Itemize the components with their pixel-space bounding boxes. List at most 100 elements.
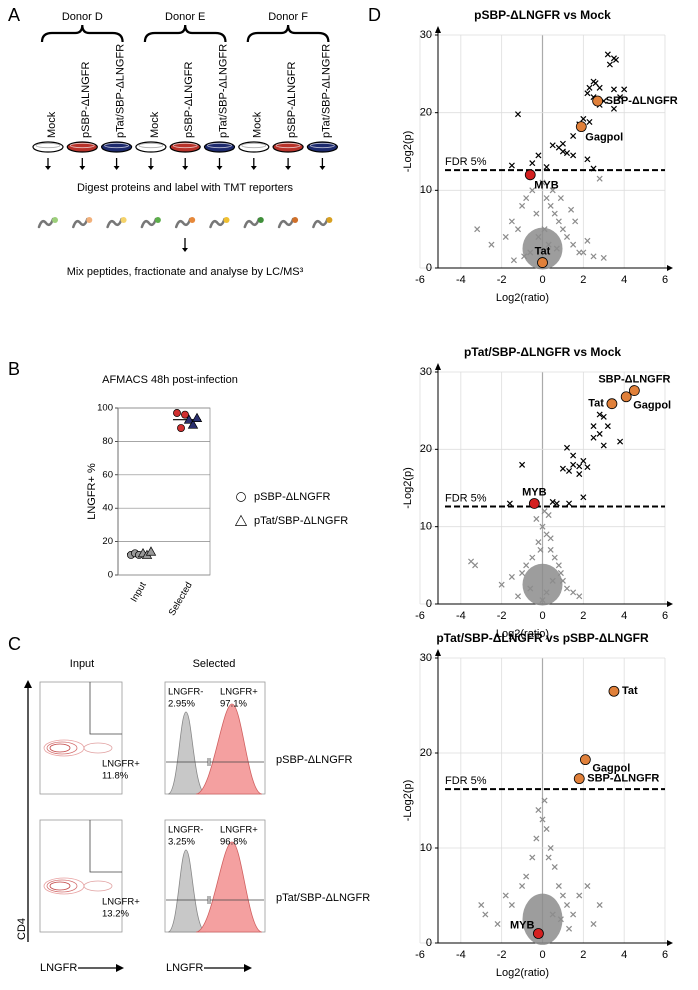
- data-point: [553, 245, 560, 252]
- dish-rim: [104, 142, 129, 149]
- x-tick-label: 0: [539, 949, 545, 961]
- axis-label: LNGFR: [166, 962, 203, 974]
- data-point: [606, 61, 613, 68]
- dish-rim: [309, 142, 335, 149]
- gate-value: 3.25%: [168, 837, 195, 848]
- dish-rim: [241, 142, 267, 149]
- x-tick-label: 0: [539, 610, 545, 622]
- arrow-head: [24, 680, 32, 688]
- y-tick-label: 80: [102, 436, 113, 447]
- data-point: [549, 142, 556, 149]
- x-tick-label: -6: [415, 610, 425, 622]
- plot-frame: [39, 681, 123, 795]
- highlight-point: [628, 385, 640, 396]
- axis-title: Log2(ratio): [496, 628, 549, 640]
- data-point: [508, 218, 515, 225]
- dish-rim: [207, 142, 232, 149]
- dish: [272, 141, 304, 153]
- data-point: [580, 115, 587, 122]
- y-tick-label: 20: [420, 107, 432, 119]
- data-point: [541, 226, 548, 233]
- point-label: MYB: [534, 180, 559, 192]
- x-tick-label: 2: [580, 274, 586, 286]
- data-point: [187, 419, 199, 429]
- data-point: [234, 514, 248, 526]
- data-point: [541, 797, 548, 804]
- data-point: [539, 179, 546, 186]
- highlight-point: [620, 391, 632, 403]
- data-point: [474, 226, 481, 233]
- density-cloud: [522, 893, 563, 945]
- arrow-head: [216, 166, 223, 170]
- chart-title: pSBP-ΔLNGFR vs Mock: [474, 8, 611, 22]
- data-point: [527, 920, 534, 928]
- arrow-head: [79, 166, 86, 170]
- gate-value: 97.1%: [220, 699, 247, 710]
- y-tick-label: 40: [102, 503, 113, 514]
- data-point: [549, 498, 556, 505]
- data-point: [551, 210, 558, 217]
- y-tick-label: 30: [420, 29, 432, 41]
- dish-rim: [275, 142, 301, 149]
- lane-label: Mock: [149, 111, 161, 138]
- data-point: [600, 254, 607, 261]
- data-point: [580, 457, 587, 464]
- label-bg: [443, 156, 487, 168]
- point-label: SBP-ΔLNGFR: [587, 773, 659, 785]
- point-label: MYB: [522, 486, 547, 498]
- y-tick-label: 0: [426, 262, 432, 274]
- peptide-tag: [292, 217, 299, 223]
- data-point: [508, 901, 515, 909]
- step-text: Mix peptides, fractionate and analyse by…: [67, 266, 304, 278]
- threshold-label: FDR 5%: [445, 156, 487, 168]
- data-point: [549, 187, 556, 194]
- x-tick-label: 4: [621, 949, 627, 961]
- point-label: Tat: [622, 685, 638, 697]
- data-point: [539, 523, 546, 530]
- density-cloud: [522, 563, 563, 606]
- point-label: SBP-ΔLNGFR: [598, 373, 670, 385]
- dish: [100, 141, 133, 153]
- gate-label: LNGFR-: [168, 687, 203, 698]
- contour: [49, 743, 71, 753]
- data-point: [570, 241, 577, 248]
- histogram: [195, 703, 263, 795]
- gate-value: 2.95%: [168, 699, 195, 710]
- arrow-head: [147, 166, 154, 170]
- label-bg: [443, 492, 487, 504]
- data-point: [563, 444, 571, 451]
- data-point: [570, 461, 577, 468]
- arrow-head: [285, 166, 292, 170]
- data-point: [527, 249, 534, 256]
- arrow-head: [435, 363, 441, 370]
- data-point: [559, 148, 566, 155]
- data-point: [519, 461, 526, 468]
- peptide-tag: [120, 217, 127, 223]
- gate-label: LNGFR+: [102, 897, 140, 908]
- data-point: [559, 892, 566, 899]
- point-label: SBP-ΔLNGFR: [606, 95, 678, 107]
- point-label: Gagpol: [585, 132, 623, 144]
- axis-label: LNGFR: [40, 962, 77, 974]
- chart-title: AFMACS 48h post-infection: [102, 374, 238, 386]
- data-point: [502, 233, 509, 240]
- data-point: [570, 452, 577, 459]
- data-point: [502, 892, 509, 899]
- x-tick-label: -4: [456, 274, 466, 286]
- data-point: [596, 175, 603, 182]
- data-point: [563, 150, 571, 157]
- data-point: [535, 806, 542, 814]
- lane-label: Mock: [252, 111, 264, 138]
- highlight-point: [533, 928, 544, 939]
- data-point: [584, 156, 591, 163]
- dish: [169, 141, 201, 153]
- data-point: [600, 413, 607, 420]
- data-point: [537, 546, 544, 553]
- data-point: [604, 423, 611, 430]
- data-point: [586, 118, 593, 126]
- peptide-tag: [189, 217, 196, 223]
- gate: [166, 896, 264, 904]
- data-point: [600, 442, 607, 449]
- x-tick-label: -2: [497, 949, 507, 961]
